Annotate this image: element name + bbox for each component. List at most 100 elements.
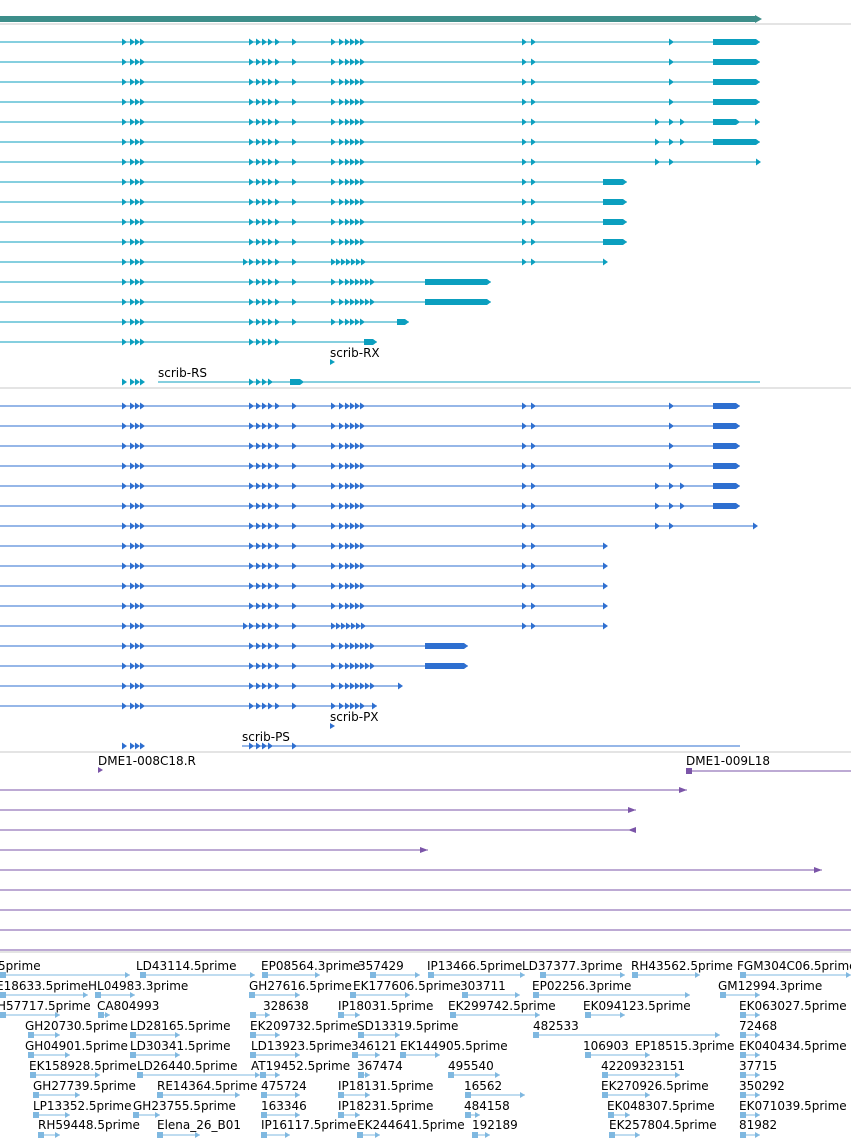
est-read[interactable]: [28, 1032, 60, 1038]
est-read[interactable]: [370, 972, 420, 978]
transcript-label-scrib-rs[interactable]: scrib-RS: [158, 366, 207, 380]
est-read[interactable]: [400, 1052, 440, 1058]
est-label[interactable]: 72468: [739, 1019, 777, 1033]
est-read[interactable]: [450, 1012, 540, 1018]
transcript-row[interactable]: [0, 38, 760, 46]
est-label[interactable]: GH27739.5prime: [33, 1079, 136, 1093]
transcript-row[interactable]: [0, 258, 608, 266]
est-label[interactable]: 357429: [358, 959, 404, 973]
est-read[interactable]: [740, 1032, 760, 1038]
est-label[interactable]: LD26440.5prime: [137, 1059, 238, 1073]
est-label[interactable]: 42209323151: [601, 1059, 685, 1073]
transcript-row[interactable]: [0, 118, 760, 126]
est-read[interactable]: [250, 1052, 300, 1058]
est-read[interactable]: [140, 972, 255, 978]
transcript-row[interactable]: [0, 278, 491, 286]
transcript-row[interactable]: [0, 78, 760, 86]
est-read[interactable]: [0, 992, 88, 998]
est-label[interactable]: 482533: [533, 1019, 579, 1033]
est-read[interactable]: [260, 1072, 280, 1078]
est-label[interactable]: EP08564.3prime: [261, 959, 360, 973]
est-read[interactable]: [0, 972, 130, 978]
est-read[interactable]: [608, 1112, 630, 1118]
est-read[interactable]: [338, 1012, 360, 1018]
est-read[interactable]: [358, 1032, 400, 1038]
est-label[interactable]: EK177606.5prime: [353, 979, 461, 993]
est-read[interactable]: [428, 972, 525, 978]
est-read[interactable]: [472, 1132, 490, 1138]
est-read[interactable]: [157, 1132, 200, 1138]
est-read[interactable]: [249, 992, 300, 998]
transcript-row[interactable]: [0, 402, 740, 410]
transcript-row[interactable]: [122, 378, 760, 386]
est-read[interactable]: [740, 1132, 760, 1138]
transcript-row[interactable]: [0, 422, 740, 430]
est-label[interactable]: 163346: [261, 1099, 307, 1113]
est-label[interactable]: LP13352.5prime: [33, 1099, 132, 1113]
est-read[interactable]: [740, 1012, 760, 1018]
transcript-row[interactable]: [0, 462, 740, 470]
est-read[interactable]: [720, 992, 760, 998]
est-label[interactable]: 81982: [739, 1118, 777, 1132]
est-read[interactable]: [137, 1072, 260, 1078]
est-label[interactable]: SD13319.5prime: [357, 1019, 458, 1033]
est-read[interactable]: [30, 1072, 100, 1078]
transcript-row[interactable]: [0, 442, 740, 450]
est-read[interactable]: [262, 972, 320, 978]
est-label[interactable]: 484158: [464, 1099, 510, 1113]
est-label[interactable]: 16562: [464, 1079, 502, 1093]
est-read[interactable]: [130, 1052, 180, 1058]
gene-region-bar[interactable]: [0, 15, 762, 23]
est-read[interactable]: [448, 1072, 500, 1078]
est-label[interactable]: EK094123.5prime: [583, 999, 691, 1013]
est-label[interactable]: LD37377.3prime: [522, 959, 623, 973]
clone-read[interactable]: [0, 787, 687, 793]
est-read[interactable]: [250, 1032, 280, 1038]
est-read[interactable]: [352, 1052, 380, 1058]
est-label[interactable]: RH43562.5prime: [631, 959, 733, 973]
est-read[interactable]: [95, 992, 135, 998]
est-read[interactable]: [261, 1112, 300, 1118]
est-label[interactable]: 367474: [357, 1059, 403, 1073]
est-read[interactable]: [533, 1032, 720, 1038]
est-read[interactable]: [533, 992, 690, 998]
est-read[interactable]: [602, 1072, 680, 1078]
transcript-row[interactable]: [0, 582, 608, 590]
transcript-row[interactable]: [0, 58, 760, 66]
est-label[interactable]: EK063027.5prime: [739, 999, 847, 1013]
est-label[interactable]: EK257804.5prime: [609, 1118, 717, 1132]
est-label[interactable]: RE14364.5prime: [157, 1079, 258, 1093]
est-read[interactable]: [33, 1112, 70, 1118]
est-label[interactable]: GH04901.5prime: [25, 1039, 128, 1053]
est-read[interactable]: [740, 1052, 760, 1058]
est-label[interactable]: 37715: [739, 1059, 777, 1073]
est-read[interactable]: [338, 1092, 370, 1098]
est-read[interactable]: [250, 1012, 270, 1018]
est-label[interactable]: EK209732.5prime: [250, 1019, 358, 1033]
est-label[interactable]: GH23755.5prime: [133, 1099, 236, 1113]
est-read[interactable]: [740, 1072, 760, 1078]
est-label[interactable]: 303711: [460, 979, 506, 993]
est-label[interactable]: IP18231.5prime: [338, 1099, 433, 1113]
transcript-row[interactable]: [0, 662, 468, 670]
transcript-row[interactable]: [0, 502, 740, 510]
est-label[interactable]: 475724: [261, 1079, 307, 1093]
est-label[interactable]: 5prime: [0, 959, 41, 973]
transcript-row[interactable]: [0, 158, 761, 166]
transcript-row[interactable]: [122, 742, 740, 750]
est-read[interactable]: [585, 1052, 650, 1058]
est-read[interactable]: [358, 1072, 370, 1078]
transcript-row[interactable]: [0, 682, 403, 690]
est-label[interactable]: AT19452.5prime: [251, 1059, 350, 1073]
est-read[interactable]: [740, 972, 851, 978]
clone-label[interactable]: DME1-008C18.R: [98, 754, 196, 768]
est-read[interactable]: [98, 1012, 110, 1018]
est-read[interactable]: [632, 972, 700, 978]
clone-read[interactable]: [0, 847, 428, 853]
transcript-row[interactable]: [0, 298, 491, 306]
est-label[interactable]: 192189: [472, 1118, 518, 1132]
est-read[interactable]: [585, 1012, 625, 1018]
est-read[interactable]: [350, 992, 410, 998]
est-label[interactable]: GM12994.3prime: [718, 979, 822, 993]
est-read[interactable]: [133, 1112, 160, 1118]
